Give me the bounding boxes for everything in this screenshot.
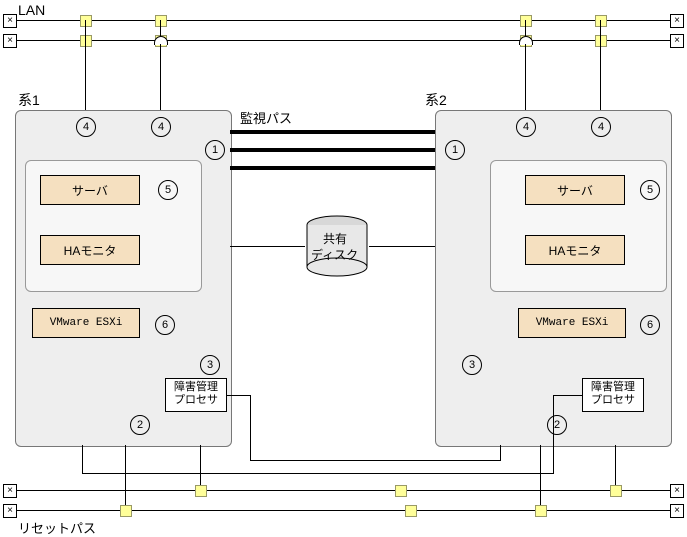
fault-link — [82, 445, 83, 474]
fault-link — [250, 395, 251, 460]
fault-mgmt-box: 障害管理 プロセサ — [582, 378, 644, 412]
reset-drop — [540, 445, 541, 511]
monitor-line — [230, 166, 435, 170]
fault-mgmt-l1: 障害管理 — [174, 381, 218, 393]
reset-path-label: リセットパス — [18, 518, 96, 537]
lan-port: × — [3, 34, 17, 48]
circle-4: 4 — [151, 117, 171, 137]
ha-monitor-box: HAモニタ — [525, 235, 625, 265]
fault-link — [500, 445, 501, 461]
lan-drop — [525, 44, 526, 110]
reset-connector — [610, 485, 622, 497]
reset-connector — [195, 485, 207, 497]
server-box: サーバ — [525, 175, 625, 205]
reset-port: × — [670, 484, 684, 498]
lan-label: LAN — [18, 2, 45, 18]
circle-2: 2 — [130, 415, 150, 435]
lan-connector — [80, 35, 92, 47]
circle-3: 3 — [200, 355, 220, 375]
lan-connector — [595, 15, 607, 27]
reset-port: × — [3, 484, 17, 498]
circle-4: 4 — [76, 117, 96, 137]
lan-connector — [155, 15, 167, 27]
lan-port: × — [670, 14, 684, 28]
arc-jump — [519, 36, 533, 45]
shared-disk-label1: 共有 — [323, 230, 347, 247]
fault-link — [553, 395, 554, 473]
lan-drop — [525, 20, 526, 36]
circle-6: 6 — [640, 315, 660, 335]
arc-jump — [154, 36, 168, 45]
ha-monitor-box: HAモニタ — [40, 235, 140, 265]
reset-line-bottom — [10, 510, 675, 511]
circle-5: 5 — [640, 180, 660, 200]
circle-2: 2 — [547, 415, 567, 435]
fault-mgmt-l2: プロセサ — [174, 394, 218, 406]
reset-connector — [120, 505, 132, 517]
lan-line-top — [10, 20, 675, 21]
lan-connector — [595, 35, 607, 47]
lan-drop — [600, 20, 601, 110]
circle-4: 4 — [516, 117, 536, 137]
reset-connector — [535, 505, 547, 517]
fault-link — [553, 395, 582, 396]
fault-link — [250, 460, 500, 461]
reset-port: × — [3, 504, 17, 518]
monitor-line — [230, 130, 435, 134]
circle-5: 5 — [158, 180, 178, 200]
circle-3: 3 — [462, 355, 482, 375]
lan-line-bottom — [10, 40, 675, 41]
circle-1: 1 — [445, 140, 465, 160]
lan-drop — [85, 20, 86, 110]
fault-mgmt-box: 障害管理 プロセサ — [165, 378, 227, 412]
reset-connector — [405, 505, 417, 517]
monitor-line — [230, 148, 435, 152]
fault-link — [227, 395, 250, 396]
reset-connector — [395, 485, 407, 497]
lan-drop — [160, 44, 161, 110]
lan-port: × — [3, 14, 17, 28]
lan-port: × — [670, 34, 684, 48]
monitor-path-label: 監視パス — [240, 108, 292, 127]
system1-label: 系1 — [18, 90, 40, 110]
lan-drop — [160, 20, 161, 36]
disk-link — [230, 246, 305, 247]
reset-line-top — [10, 490, 675, 491]
vmware-box: VMware ESXi — [32, 308, 140, 338]
shared-disk-label2: ディスク — [311, 246, 358, 263]
disk-link — [369, 246, 435, 247]
system2-label: 系2 — [425, 90, 447, 110]
lan-connector — [80, 15, 92, 27]
circle-4: 4 — [591, 117, 611, 137]
fault-mgmt-l1: 障害管理 — [591, 381, 635, 393]
circle-1: 1 — [205, 140, 225, 160]
fault-mgmt-l2: プロセサ — [591, 394, 635, 406]
vmware-box: VMware ESXi — [518, 308, 626, 338]
reset-port: × — [670, 504, 684, 518]
reset-drop — [125, 445, 126, 511]
lan-connector — [520, 15, 532, 27]
circle-6: 6 — [155, 315, 175, 335]
fault-link — [82, 473, 554, 474]
server-box: サーバ — [40, 175, 140, 205]
